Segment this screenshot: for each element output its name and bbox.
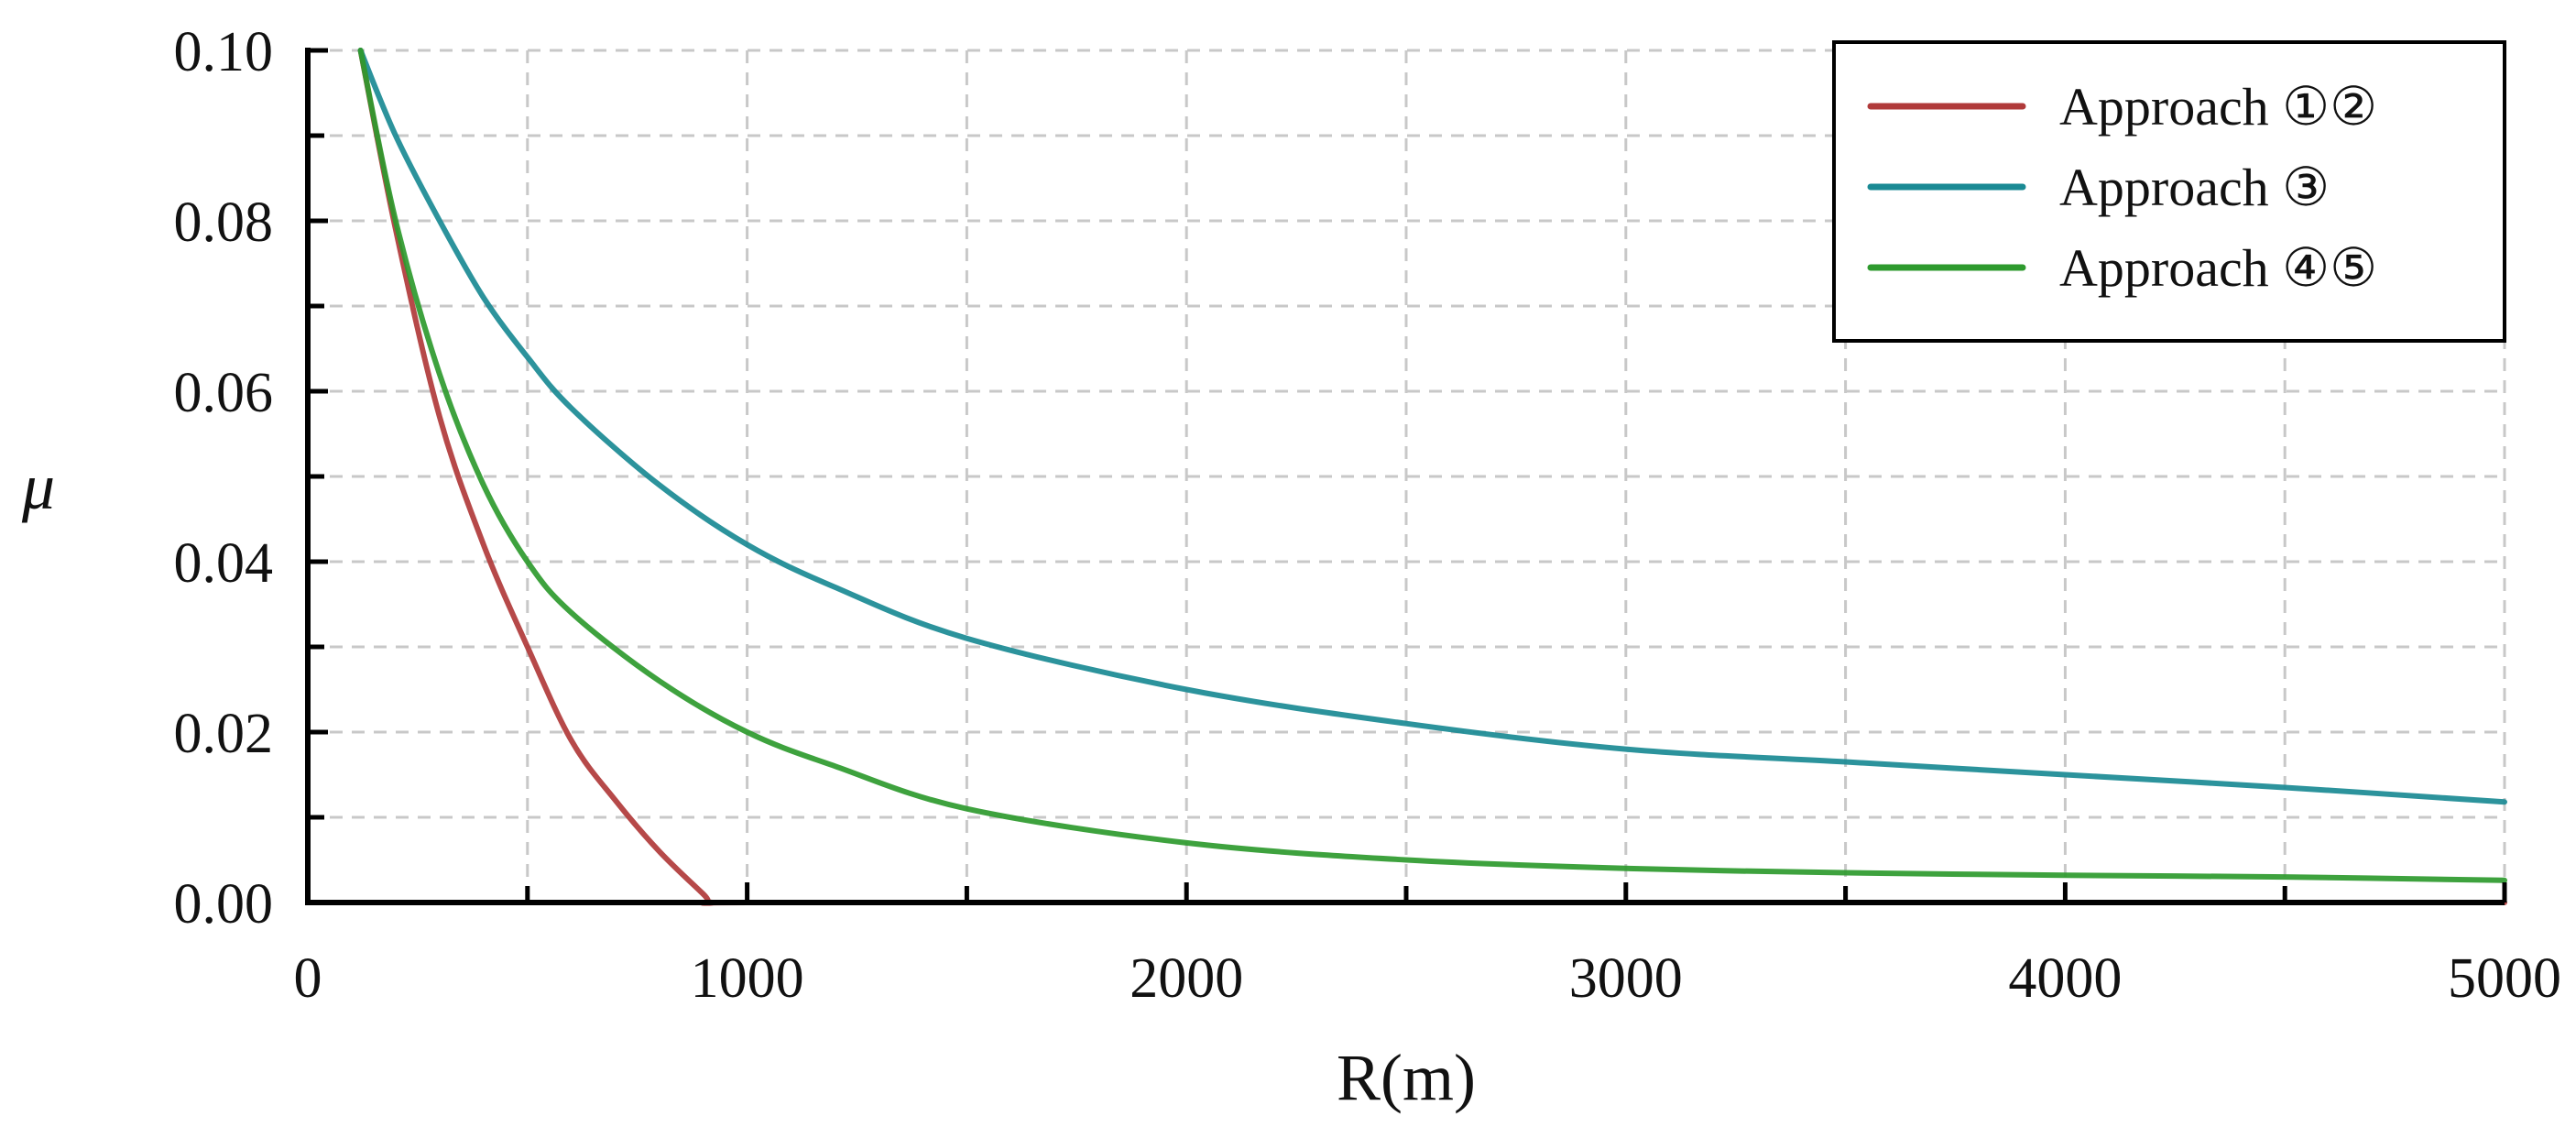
y-tick-label: 0.02	[174, 703, 274, 765]
x-tick-label: 1000	[691, 947, 804, 1010]
tick-labels: 0 1000 2000 3000 4000 5000 0.00 0.02 0.04 0.06 0.0…	[174, 21, 2562, 1010]
series-line-2	[357, 48, 2507, 805]
y-tick-label: 0.08	[174, 191, 274, 254]
legend-label-2: Approach ③	[2059, 158, 2330, 217]
x-tick-label: 0	[294, 947, 322, 1010]
x-tick-label: 5000	[2448, 947, 2561, 1010]
y-tick-label: 0.04	[174, 532, 274, 595]
y-tick-label: 0.00	[174, 873, 274, 936]
legend: Approach ①② Approach ③ Approach ④⑤	[1832, 40, 2506, 343]
legend-box	[1832, 40, 2506, 343]
series-line-3	[357, 48, 2507, 883]
x-axis-title: R(m)	[1337, 1041, 1476, 1114]
y-axis-title: μ	[21, 450, 55, 523]
legend-label-1: Approach ①②	[2059, 77, 2377, 137]
x-tick-label: 3000	[1569, 947, 1683, 1010]
y-tick-label: 0.10	[174, 21, 274, 83]
ticks	[305, 48, 2507, 905]
y-tick-label: 0.06	[174, 362, 274, 424]
x-tick-label: 4000	[2008, 947, 2122, 1010]
legend-label-3: Approach ④⑤	[2059, 238, 2377, 298]
x-tick-label: 2000	[1130, 947, 1243, 1010]
